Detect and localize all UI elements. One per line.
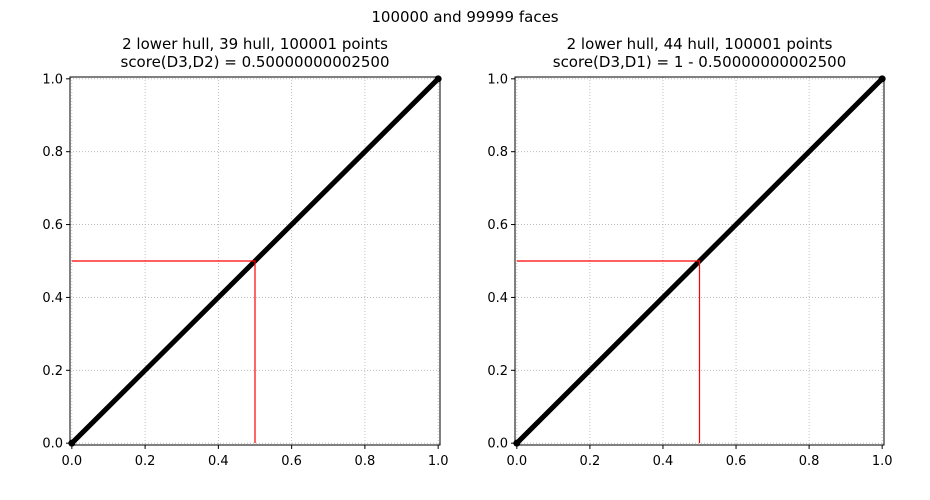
x-tick-label: 0.4 <box>208 454 229 469</box>
x-tick-label: 0.8 <box>355 454 376 469</box>
x-tick-label: 0.2 <box>135 454 156 469</box>
x-tick-label: 1.0 <box>872 454 893 469</box>
data-point <box>434 75 442 83</box>
x-tick-label: 0.0 <box>61 454 82 469</box>
y-tick-label: 1.0 <box>487 72 508 87</box>
data-point <box>878 75 886 83</box>
y-tick-label: 0.0 <box>487 437 508 452</box>
x-tick-label: 0.6 <box>726 454 747 469</box>
x-tick-label: 0.6 <box>281 454 302 469</box>
y-tick-label: 0.2 <box>487 364 508 379</box>
x-tick-label: 0.4 <box>653 454 674 469</box>
y-tick-label: 0.0 <box>42 437 63 452</box>
y-tick-label: 0.8 <box>42 145 63 160</box>
x-tick-label: 0.8 <box>799 454 820 469</box>
axes-frame <box>514 76 885 446</box>
chart-panel-1: 2 lower hull, 39 hull, 100001 pointsscor… <box>42 35 448 469</box>
y-tick-label: 0.4 <box>487 291 508 306</box>
x-tick-label: 0.2 <box>580 454 601 469</box>
axes-frame <box>69 76 441 446</box>
x-tick-label: 1.0 <box>428 454 449 469</box>
figure-suptitle: 100000 and 99999 faces <box>371 8 558 26</box>
y-tick-label: 0.6 <box>42 218 63 233</box>
y-tick-label: 0.6 <box>487 218 508 233</box>
chart-title-line: score(D3,D1) = 1 - 0.50000000002500 <box>553 53 846 71</box>
red-guide-line <box>71 260 256 444</box>
chart-title-line: 2 lower hull, 39 hull, 100001 points <box>122 35 388 53</box>
chart-title-line: 2 lower hull, 44 hull, 100001 points <box>567 35 833 53</box>
red-guide-line <box>516 260 701 444</box>
y-tick-label: 0.2 <box>42 364 63 379</box>
y-tick-label: 0.8 <box>487 145 508 160</box>
chart-title-line: score(D3,D2) = 0.50000000002500 <box>121 53 390 71</box>
chart-panel-2: 2 lower hull, 44 hull, 100001 pointsscor… <box>487 35 892 469</box>
x-tick-label: 0.0 <box>506 454 527 469</box>
y-tick-label: 1.0 <box>42 72 63 87</box>
y-tick-label: 0.4 <box>42 291 63 306</box>
